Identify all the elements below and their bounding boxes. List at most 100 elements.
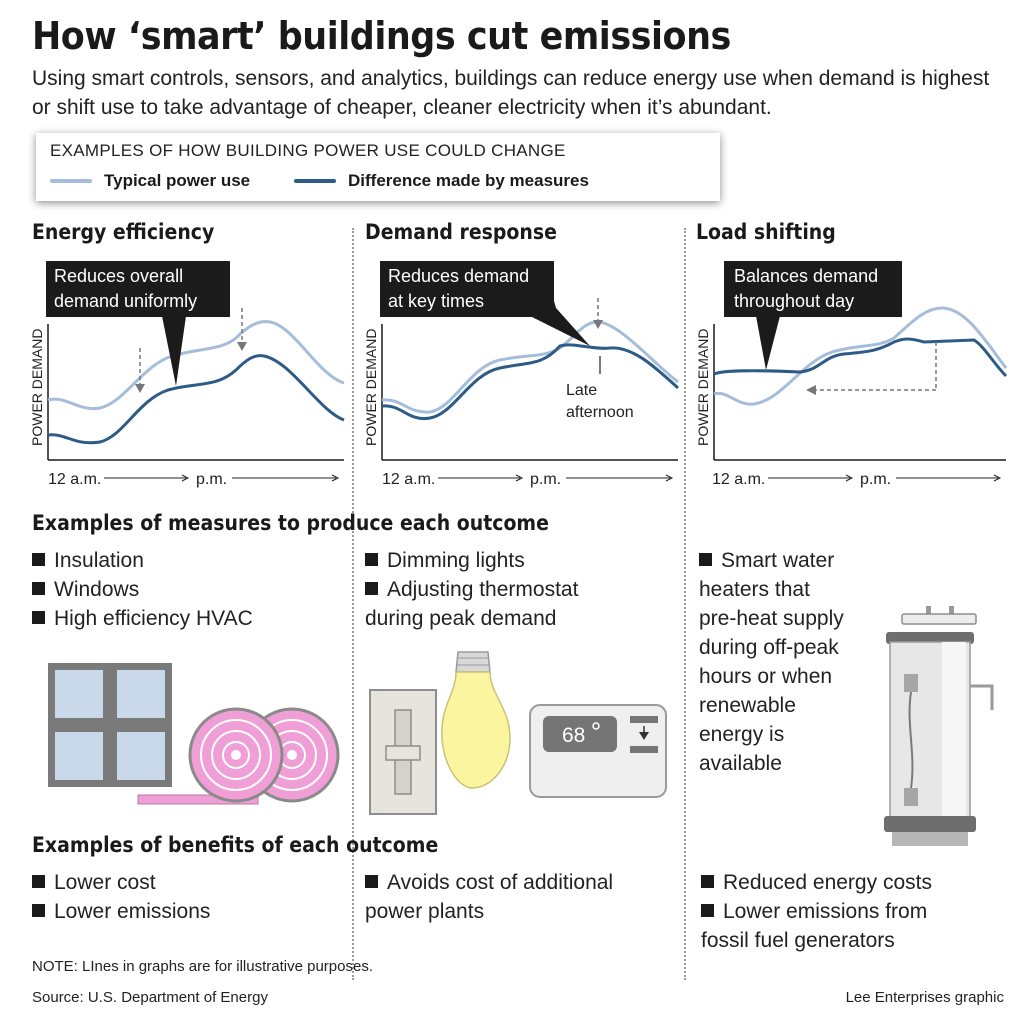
bullet-square-icon bbox=[701, 875, 714, 888]
arrowhead bbox=[331, 474, 340, 482]
source: Source: U.S. Department of Energy bbox=[32, 989, 268, 1006]
list-item: High efficiency HVAC bbox=[32, 604, 253, 633]
graph-demand-response: POWER DEMAND Late afternoon Reduces dema… bbox=[363, 261, 680, 488]
bullet-square-icon bbox=[32, 875, 45, 888]
subtitle: Using smart controls, sensors, and analy… bbox=[32, 67, 990, 119]
bullet-square-icon bbox=[365, 582, 378, 595]
dimmer-switch-icon bbox=[369, 689, 437, 815]
arrowhead bbox=[237, 342, 247, 351]
list-item: during off-peak bbox=[699, 636, 839, 659]
list-item: fossil fuel generators bbox=[701, 929, 895, 952]
panel-heading-demand-response: Demand response bbox=[365, 220, 557, 244]
bullet-square-icon bbox=[699, 553, 712, 566]
callout-pointer bbox=[530, 280, 590, 346]
lighting-thermostat-illustration: 68 bbox=[369, 651, 667, 815]
legend-item-difference: Difference made by measures bbox=[294, 171, 589, 191]
callout-pointer bbox=[756, 316, 780, 370]
measures-list-demand-response: Dimming lights Adjusting thermostat duri… bbox=[365, 546, 578, 633]
list-item: Lower emissions bbox=[32, 897, 210, 926]
callout-box bbox=[46, 261, 230, 317]
y-axis-label: POWER DEMAND bbox=[29, 329, 45, 446]
arrowhead bbox=[845, 474, 854, 482]
list-item: during peak demand bbox=[365, 607, 557, 630]
difference-line bbox=[47, 354, 345, 445]
y-axis-label: POWER DEMAND bbox=[363, 329, 379, 446]
list-item: hours or when bbox=[699, 665, 833, 688]
list-item: Reduced energy costs bbox=[701, 868, 932, 897]
graph-load-shifting: POWER DEMAND Balances demand throughout … bbox=[695, 261, 1008, 488]
callout-box bbox=[380, 261, 554, 317]
measures-list-efficiency: Insulation Windows High efficiency HVAC bbox=[32, 546, 253, 633]
thermostat-reading: 68 bbox=[562, 724, 585, 747]
arrowhead bbox=[806, 385, 816, 395]
page-title: How ‘smart’ buildings cut emissions bbox=[32, 14, 731, 58]
list-item: Lower cost bbox=[32, 868, 210, 897]
window-insulation-illustration bbox=[48, 663, 340, 805]
callout-line-2: at key times bbox=[388, 291, 484, 311]
callout-line-1: Balances demand bbox=[734, 266, 878, 286]
panel-heading-load-shifting: Load shifting bbox=[696, 220, 836, 244]
legend-swatch-difference bbox=[294, 179, 336, 183]
light-bulb-icon bbox=[441, 651, 511, 789]
list-item: available bbox=[699, 752, 782, 775]
bullet-square-icon bbox=[32, 553, 45, 566]
bullet-square-icon bbox=[365, 553, 378, 566]
credit: Lee Enterprises graphic bbox=[845, 989, 1004, 1006]
measures-list-load-shifting: Smart water heaters that pre-heat supply… bbox=[699, 546, 844, 778]
x-mid-label: p.m. bbox=[530, 471, 561, 488]
water-heater-icon bbox=[884, 606, 994, 846]
bullet-square-icon bbox=[701, 904, 714, 917]
x-mid-label: p.m. bbox=[860, 471, 891, 488]
arrowhead bbox=[993, 474, 1002, 482]
benefits-list-efficiency: Lower cost Lower emissions bbox=[32, 868, 210, 926]
typical-power-line bbox=[47, 320, 345, 411]
arrowhead bbox=[515, 474, 524, 482]
measures-heading: Examples of measures to produce each out… bbox=[32, 511, 549, 535]
x-start-label: 12 a.m. bbox=[712, 471, 765, 488]
arrowhead bbox=[593, 320, 603, 329]
note: NOTE: LInes in graphs are for illustrati… bbox=[32, 958, 373, 975]
y-axis-label: POWER DEMAND bbox=[695, 329, 711, 446]
callout-line-1: Reduces demand bbox=[388, 266, 529, 286]
annotation-line-1: Late bbox=[566, 382, 597, 399]
list-item: Smart water bbox=[699, 546, 844, 575]
legend-swatch-typical bbox=[50, 179, 92, 183]
list-item: Adjusting thermostat bbox=[365, 575, 578, 604]
typical-power-line bbox=[713, 306, 1008, 406]
callout-box bbox=[724, 261, 902, 317]
benefits-list-demand-response: Avoids cost of additional power plants bbox=[365, 868, 613, 926]
list-item: Lower emissions from bbox=[701, 897, 932, 926]
arrowhead bbox=[665, 474, 674, 482]
column-divider-2 bbox=[684, 228, 686, 980]
list-item: Windows bbox=[32, 575, 253, 604]
annotation-line-2: afternoon bbox=[566, 404, 634, 421]
bullet-square-icon bbox=[365, 875, 378, 888]
panel-heading-efficiency: Energy efficiency bbox=[32, 220, 215, 244]
list-item: power plants bbox=[365, 900, 485, 923]
bullet-square-icon bbox=[32, 904, 45, 917]
x-start-label: 12 a.m. bbox=[382, 471, 435, 488]
difference-line bbox=[713, 337, 1008, 378]
benefits-list-load-shifting: Reduced energy costs Lower emissions fro… bbox=[701, 868, 932, 955]
list-item: Avoids cost of additional bbox=[365, 868, 613, 897]
list-item: energy is bbox=[699, 723, 785, 746]
legend-label-typical: Typical power use bbox=[104, 171, 251, 190]
window-icon bbox=[48, 663, 172, 787]
callout-line-2: demand uniformly bbox=[54, 291, 197, 311]
callout-pointer bbox=[162, 316, 186, 386]
legend-label-difference: Difference made by measures bbox=[348, 171, 589, 190]
callout-line-2: throughout day bbox=[734, 291, 854, 311]
degree-symbol bbox=[592, 722, 600, 730]
arrowhead bbox=[181, 474, 190, 482]
bullet-square-icon bbox=[32, 582, 45, 595]
list-item: heaters that bbox=[699, 578, 810, 601]
legend-item-typical: Typical power use bbox=[50, 171, 250, 191]
difference-line bbox=[381, 343, 680, 421]
legend-heading: EXAMPLES OF HOW BUILDING POWER USE COULD… bbox=[50, 141, 566, 160]
arrowhead bbox=[135, 384, 145, 393]
benefits-heading: Examples of benefits of each outcome bbox=[32, 833, 439, 857]
callout-line-1: Reduces overall bbox=[54, 266, 183, 286]
list-item: renewable bbox=[699, 694, 796, 717]
list-item: Dimming lights bbox=[365, 546, 578, 575]
x-start-label: 12 a.m. bbox=[48, 471, 101, 488]
